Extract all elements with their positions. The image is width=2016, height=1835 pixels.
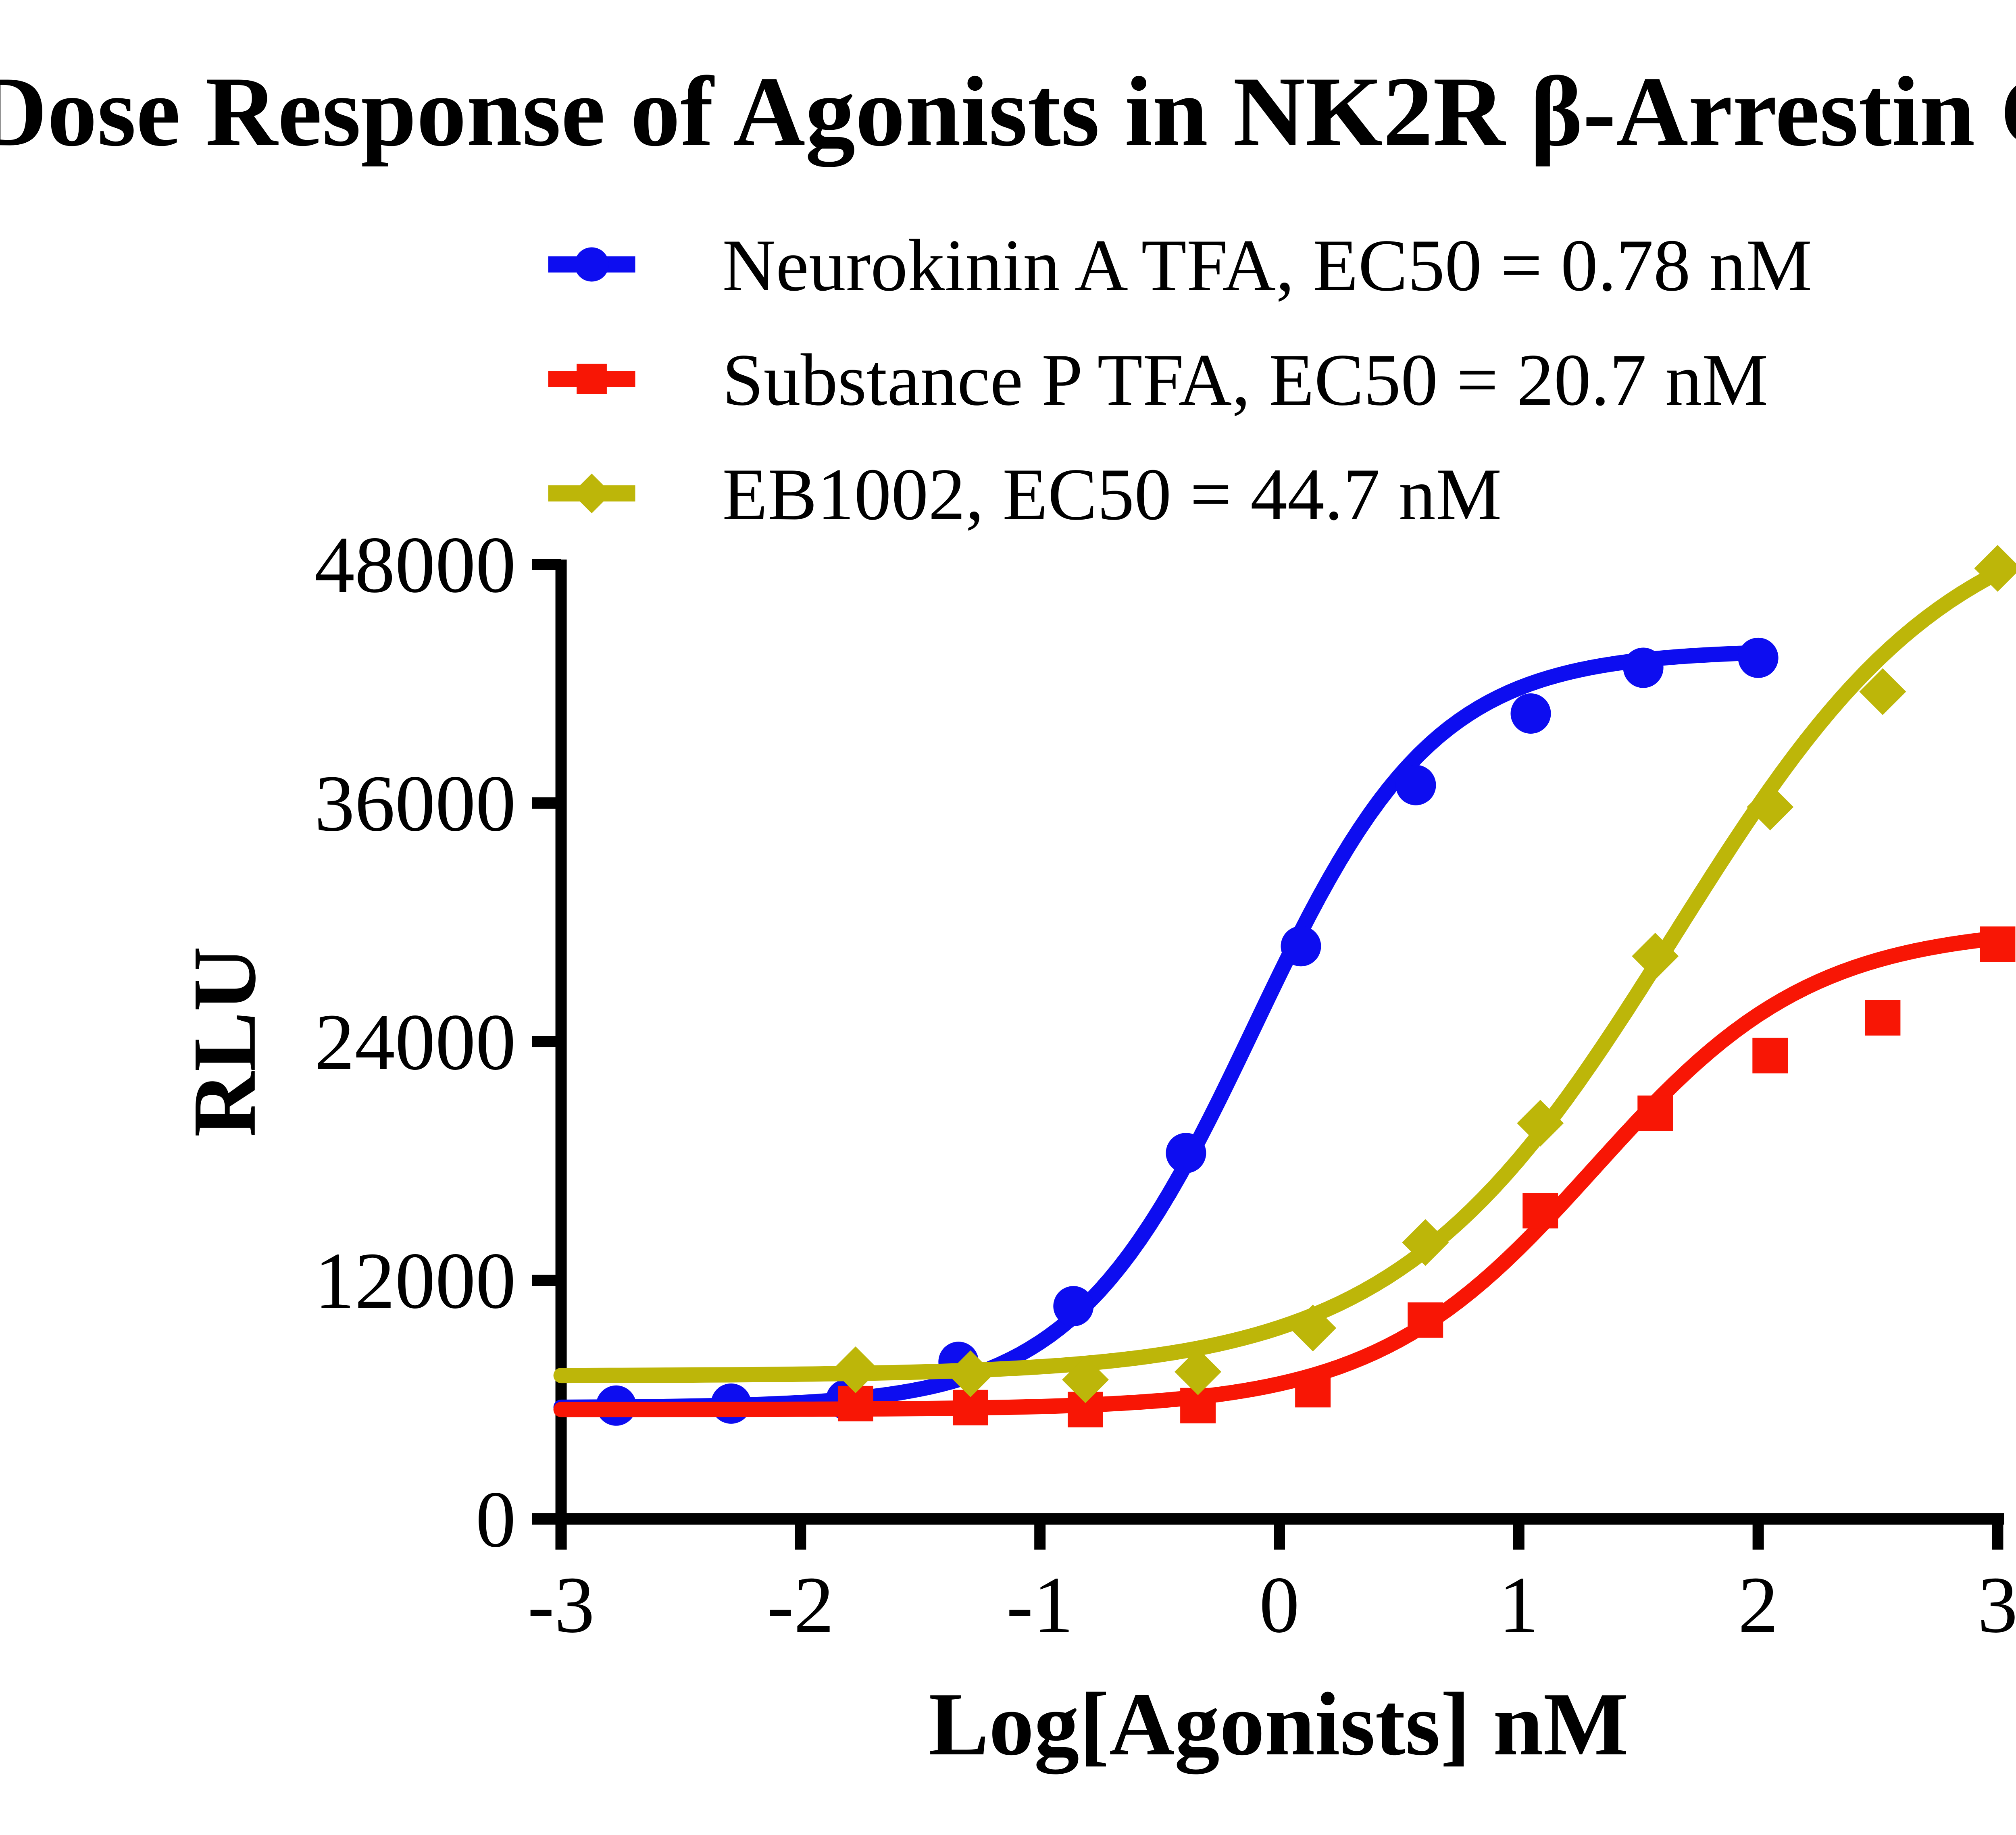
data-point-marker-diamond xyxy=(1517,1100,1564,1147)
legend-marker-circle xyxy=(548,247,635,282)
x-tick-label: -3 xyxy=(527,1560,595,1650)
data-point-marker-circle xyxy=(1510,693,1551,734)
data-point-marker-circle xyxy=(1166,1133,1206,1173)
x-axis-title: Log[Agonists] nM xyxy=(929,1674,1628,1775)
data-point-marker-square xyxy=(1865,1000,1901,1036)
data-point-marker-diamond xyxy=(1175,1348,1222,1395)
x-tick-label: -1 xyxy=(1006,1560,1074,1650)
legend: Neurokinin A TFA, EC50 = 0.78 nM Substan… xyxy=(548,224,1812,535)
legend-marker-diamond xyxy=(548,473,635,514)
data-point-marker-square xyxy=(1522,1193,1558,1229)
legend-label: EB1002, EC50 = 44.7 nM xyxy=(722,453,1502,535)
legend-label: Neurokinin A TFA, EC50 = 0.78 nM xyxy=(722,224,1812,306)
data-point-marker-circle xyxy=(1623,647,1664,688)
data-point-marker-diamond xyxy=(572,473,612,514)
data-point-marker-square xyxy=(1295,1372,1331,1408)
y-axis-title: RLU xyxy=(175,947,275,1137)
data-point-marker-square xyxy=(1637,1095,1673,1131)
y-tick-label: 0 xyxy=(476,1475,516,1564)
data-point-marker-circle xyxy=(1738,637,1779,678)
y-tick-label: 24000 xyxy=(314,998,516,1087)
legend-item: EB1002, EC50 = 44.7 nM xyxy=(548,453,1502,535)
data-point-marker-diamond xyxy=(1062,1356,1109,1403)
x-tick-label: 2 xyxy=(1738,1560,1779,1650)
data-point-marker-square xyxy=(1408,1302,1443,1338)
legend-label: Substance P TFA, EC50 = 20.7 nM xyxy=(722,339,1768,421)
axes: -3 -2 -1 0 1 2 3 0 12000 24000 36000 48000 xyxy=(314,520,2016,1650)
x-tick-label: 0 xyxy=(1259,1560,1300,1650)
data-point-marker-square xyxy=(577,364,607,394)
data-point-marker-square xyxy=(1752,1038,1788,1074)
y-tick-label: 36000 xyxy=(314,759,516,848)
x-tick-label: 1 xyxy=(1499,1560,1539,1650)
x-tick-label: 3 xyxy=(1977,1560,2016,1650)
data-point-marker-diamond xyxy=(832,1346,879,1393)
data-point-marker-circle xyxy=(1395,765,1436,805)
data-point-marker-square xyxy=(1980,926,2016,962)
series-curve-circle xyxy=(553,645,1766,1415)
data-point-marker-circle xyxy=(575,247,609,282)
y-tick-label: 12000 xyxy=(314,1236,516,1325)
legend-item: Neurokinin A TFA, EC50 = 0.78 nM xyxy=(548,224,1812,306)
legend-item: Substance P TFA, EC50 = 20.7 nM xyxy=(548,339,1768,421)
legend-marker-square xyxy=(548,364,635,394)
series-curve-square xyxy=(553,930,2006,1417)
chart-title: Dose Response of Agonists in NK2R β-Arre… xyxy=(0,56,2016,167)
data-point-marker-diamond xyxy=(1974,545,2016,592)
data-point-marker-circle xyxy=(1053,1286,1094,1327)
data-point-marker-circle xyxy=(1281,926,1321,967)
x-tick-label: -2 xyxy=(767,1560,834,1650)
data-point-marker-diamond xyxy=(947,1350,994,1397)
y-tick-label: 48000 xyxy=(314,520,516,610)
series-plot-area xyxy=(553,545,2016,1427)
